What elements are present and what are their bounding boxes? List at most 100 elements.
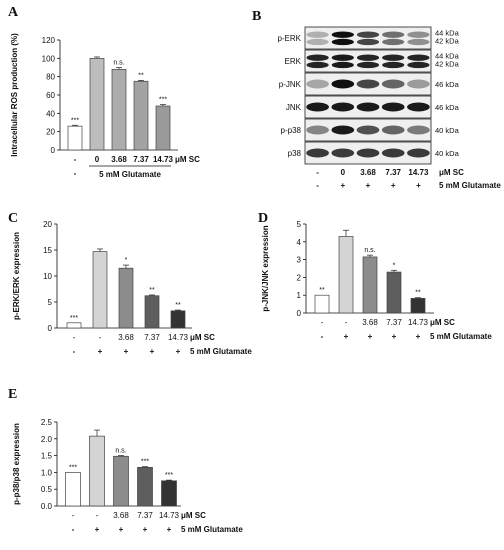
x-tick-label: 3.68 bbox=[113, 511, 129, 520]
x-tick-label: 3.68 bbox=[111, 155, 127, 164]
significance-label: ** bbox=[175, 302, 181, 309]
x-tick-label: 3.68 bbox=[362, 318, 378, 327]
x-tick-label: 7.37 bbox=[137, 511, 153, 520]
blot-band bbox=[407, 61, 430, 69]
blot-strip bbox=[304, 49, 432, 73]
lane-dose-label: - bbox=[316, 168, 319, 177]
blot-band bbox=[306, 38, 329, 46]
glutamate-label: 5 mM Glutamate bbox=[430, 332, 492, 341]
x-tick-label: - bbox=[73, 333, 76, 342]
blot-band bbox=[356, 125, 380, 135]
dose-unit-label: μM SC bbox=[181, 511, 206, 520]
x-tick-label: - bbox=[72, 511, 75, 520]
glutamate-sign: - bbox=[321, 332, 324, 341]
bar-d-2 bbox=[362, 256, 378, 314]
blot-band bbox=[306, 79, 329, 89]
bar-e-0 bbox=[65, 472, 81, 507]
dose-unit-label: μM SC bbox=[175, 155, 200, 164]
bar-e-3 bbox=[137, 467, 153, 507]
x-tick-label: 7.37 bbox=[133, 155, 149, 164]
y-axis-label: Intracellular ROS production (%) bbox=[10, 33, 19, 157]
lane-glutamate-sign: - bbox=[316, 181, 319, 190]
panel-letter-b: B bbox=[252, 9, 261, 24]
kda-label: 42 kDa bbox=[435, 36, 460, 45]
blot-band bbox=[306, 148, 329, 158]
y-tick-label: 4 bbox=[297, 238, 302, 247]
blot-strip bbox=[304, 26, 432, 50]
blot-band bbox=[407, 54, 430, 61]
blot-band bbox=[356, 54, 380, 61]
x-tick-label: - bbox=[74, 155, 77, 164]
significance-label: ** bbox=[149, 287, 155, 294]
y-tick-label: 10 bbox=[43, 272, 52, 281]
blot-band bbox=[382, 31, 405, 38]
blot-band bbox=[331, 31, 354, 38]
significance-label: ** bbox=[415, 290, 421, 297]
y-axis-label: p-JNK/JNK expression bbox=[261, 225, 270, 311]
lane-glutamate-sign: + bbox=[340, 181, 345, 190]
significance-label: * bbox=[125, 257, 128, 264]
blot-band bbox=[407, 38, 430, 46]
y-tick-label: 0.5 bbox=[41, 485, 53, 494]
y-axis-label: p-p38/p38 expression bbox=[12, 423, 21, 505]
x-tick-label: 0 bbox=[95, 155, 100, 164]
glutamate-sign: + bbox=[392, 332, 397, 341]
blot-band bbox=[356, 148, 380, 158]
bar-c-3 bbox=[144, 295, 160, 329]
blot-band bbox=[331, 61, 354, 69]
y-tick-label: 2.0 bbox=[41, 435, 53, 444]
x-tick-label: 14.73 bbox=[168, 333, 189, 342]
blot-band bbox=[306, 125, 329, 135]
y-tick-label: 15 bbox=[43, 246, 52, 255]
glutamate-sign: + bbox=[119, 525, 124, 534]
panel-letter-c: C bbox=[8, 211, 18, 226]
x-tick-label: 14.73 bbox=[159, 511, 180, 520]
panel-letter-e: E bbox=[8, 387, 17, 402]
blot-band bbox=[356, 61, 380, 69]
bar-c-1 bbox=[92, 251, 108, 329]
kda-label: 46 kDa bbox=[435, 103, 460, 112]
chart-d: 0 1 2 3 4 5 p-JNK/JNK expression ** - - - + n.s. 3.68… bbox=[261, 220, 492, 341]
blot-row-label: ERK bbox=[285, 57, 302, 66]
glutamate-sign: + bbox=[368, 332, 373, 341]
y-tick-label: 20 bbox=[46, 128, 55, 137]
blot-band bbox=[331, 148, 355, 158]
blot-row-label: JNK bbox=[286, 103, 302, 112]
bar-a-3 bbox=[133, 80, 149, 151]
bar-d-0 bbox=[314, 294, 330, 314]
glutamate-sign: + bbox=[176, 347, 181, 356]
x-tick-label: 7.37 bbox=[144, 333, 160, 342]
blot-band bbox=[331, 38, 354, 46]
blot-band bbox=[382, 61, 405, 69]
bar-c-2 bbox=[118, 267, 134, 329]
bar-a-1 bbox=[89, 57, 105, 151]
y-tick-label: 80 bbox=[46, 73, 55, 82]
blot-band bbox=[306, 102, 329, 112]
significance-label: *** bbox=[165, 472, 173, 479]
x-tick-label: 7.37 bbox=[386, 318, 402, 327]
glutamate-label: 5 mM Glutamate bbox=[99, 170, 161, 179]
blot-band bbox=[381, 148, 405, 158]
blot-band bbox=[407, 79, 430, 89]
x-tick-label: - bbox=[96, 511, 99, 520]
x-tick-label: 14.73 bbox=[408, 318, 429, 327]
lane-dose-label: 0 bbox=[341, 168, 346, 177]
blot-band bbox=[331, 102, 355, 112]
lane-dose-label: 7.37 bbox=[385, 168, 401, 177]
blot-band bbox=[381, 102, 405, 112]
significance-label: n.s. bbox=[115, 448, 126, 455]
panel-letter-a: A bbox=[8, 5, 19, 20]
glutamate-sign: - bbox=[74, 169, 77, 178]
blot-band bbox=[381, 79, 405, 89]
x-tick-label: - bbox=[321, 318, 324, 327]
dose-unit-label: μM SC bbox=[190, 333, 215, 342]
blot-band bbox=[381, 125, 405, 135]
blot-row-label: p-JNK bbox=[279, 80, 302, 89]
blot-band bbox=[407, 102, 430, 112]
blot-band bbox=[407, 148, 430, 158]
blot-band bbox=[407, 31, 430, 38]
blot-band bbox=[306, 61, 329, 69]
bar-a-4 bbox=[155, 105, 171, 151]
lane-dose-label: 3.68 bbox=[360, 168, 376, 177]
